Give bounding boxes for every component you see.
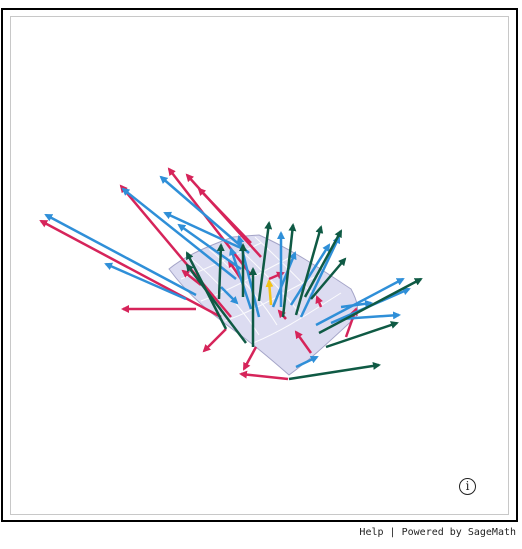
vector-green [216,243,225,300]
vector-red [242,346,258,371]
vector-blue [229,247,253,310]
vector-red [239,370,289,381]
vector-green [325,321,399,349]
vector-green [281,223,297,318]
vector-green [303,229,343,298]
footer: Help | Powered by SageMath [359,527,516,538]
threejs-canvas[interactable]: i [10,16,509,515]
blue-vector-set [44,175,411,369]
viewer-frame: i [1,8,518,522]
vector-blue [104,262,187,301]
yellow-vector-set [265,279,274,306]
powered-by-link[interactable]: Powered by SageMath [401,527,516,538]
vector-blue [289,243,331,306]
vector-blue [299,235,341,318]
green-vector-set [185,221,423,381]
vector-green [257,221,273,302]
red-vector-set [39,167,358,381]
vector-field-scene[interactable] [11,17,508,514]
vector-green [310,257,347,300]
vector-green [294,225,324,316]
vector-green [288,361,381,381]
vector-blue [315,277,405,327]
vector-blue [295,355,319,369]
vector-red [167,167,252,276]
vector-red [181,269,202,286]
vector-red [294,330,313,354]
footer-separator: | [389,527,396,538]
vector-red [119,184,232,318]
vector-green [318,277,423,335]
vector-blue [340,299,373,309]
vector-blue [44,213,197,297]
vector-red [315,295,323,308]
vector-yellow [265,279,274,306]
vector-blue [340,311,401,321]
vector-blue [159,175,250,254]
info-icon[interactable]: i [459,478,476,495]
help-link[interactable]: Help [359,527,384,538]
vector-blue [177,223,242,271]
vector-red [197,187,252,244]
vector-red [39,219,222,319]
vector-blue [220,286,239,305]
vector-red [202,328,227,353]
vector-blue [121,187,237,280]
vector-blue [271,251,297,308]
vector-blue [163,211,244,251]
vector-green [185,263,247,344]
